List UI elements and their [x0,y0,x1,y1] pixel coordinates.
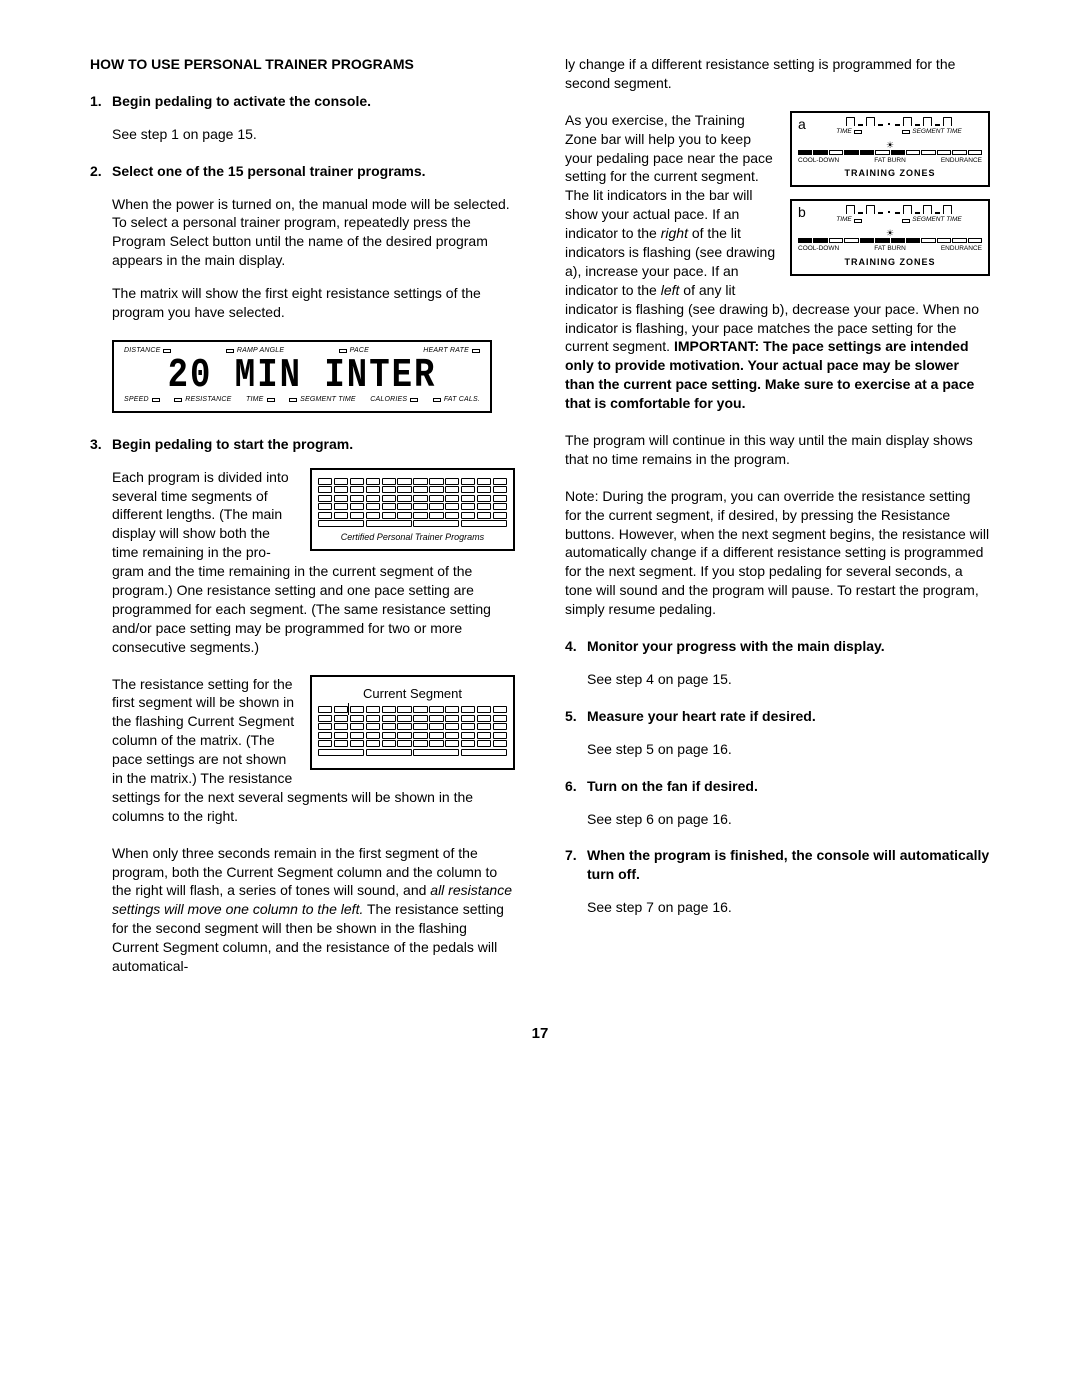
figure-tag: b [798,203,806,222]
two-column-layout: HOW TO USE PERSONAL TRAINER PROGRAMS 1. … [90,55,990,994]
training-zones-title: TRAINING ZONES [798,167,982,179]
step-number: 5. [565,707,587,726]
body-text: The program will continue in this way un… [565,431,990,469]
step-number: 3. [90,435,112,454]
step-4-header: 4. Monitor your progress with the main d… [565,637,990,656]
console-display-figure: DISTANCE RAMP ANGLE PACE HEART RATE 20 M… [112,340,492,413]
body-text-italic: right [661,225,688,241]
body-text: The matrix will show the first eight res… [112,284,515,322]
training-zone-figure-a: a TIME SEGMENT TIME ☀ COOL-DOWN FAT B [790,111,990,188]
step-title: Begin pedaling to start the program. [112,435,353,454]
step-5-body: See step 5 on page 16. [565,740,990,759]
step-6-body: See step 6 on page 16. [565,810,990,829]
body-text: See step 6 on page 16. [587,810,990,829]
matrix-grid [318,478,507,528]
label-endurance: ENDURANCE [941,157,982,166]
seven-segment-display: 20 MIN INTER [124,351,480,399]
body-text: See step 1 on page 15. [112,125,515,144]
left-column: HOW TO USE PERSONAL TRAINER PROGRAMS 1. … [90,55,515,994]
step-3-header: 3. Begin pedaling to start the program. [90,435,515,454]
training-zones-title: TRAINING ZONES [798,256,982,268]
right-column: ly change if a different resistance sett… [565,55,990,994]
body-text: ly change if a different resistance sett… [565,55,990,93]
matrix-figure-programs: Certified Personal Trainer Programs [310,468,515,551]
step-number: 7. [565,846,587,884]
label-fatburn: FAT BURN [874,245,906,254]
body-para: Note: During the program, you can overri… [565,487,990,619]
figure-tag: a [798,115,806,134]
step-number: 1. [90,92,112,111]
training-zone-figures: a TIME SEGMENT TIME ☀ COOL-DOWN FAT B [790,111,990,288]
step-4-body: See step 4 on page 15. [565,670,990,689]
step-7-body: See step 7 on page 16. [565,898,990,917]
step-title: When the program is finished, the consol… [587,846,990,884]
body-text-italic: left [661,282,680,298]
step-number: 4. [565,637,587,656]
body-text: Note: During the program, you can overri… [565,487,990,619]
label-fatburn: FAT BURN [874,157,906,166]
step-3-body-3: When only three seconds remain in the fi… [90,844,515,976]
step-2-body: When the power is turned on, the manual … [90,195,515,322]
page: HOW TO USE PERSONAL TRAINER PROGRAMS 1. … [0,0,1080,1397]
label-endurance: ENDURANCE [941,245,982,254]
body-para: The program will continue in this way un… [565,431,990,469]
body-text: See step 7 on page 16. [587,898,990,917]
matrix-figure-current-segment: Current Segment [310,675,515,770]
training-zone-figure-b: b TIME SEGMENT TIME ☀ COOL-DOWN FAT B [790,199,990,276]
matrix-title: Current Segment [318,685,507,703]
label-cooldown: COOL-DOWN [798,157,839,166]
step-title: Select one of the 15 personal trainer pr… [112,162,426,181]
body-text: See step 4 on page 15. [587,670,990,689]
section-heading: HOW TO USE PERSONAL TRAINER PROGRAMS [90,55,515,74]
continuation-text: ly change if a different resistance sett… [565,55,990,93]
step-title: Begin pedaling to activate the console. [112,92,371,111]
label-cooldown: COOL-DOWN [798,245,839,254]
step-3-body-2: Current Segment The resistance setting f… [90,675,515,826]
step-title: Turn on the fan if desired. [587,777,758,796]
matrix-grid [318,706,507,756]
step-6-header: 6. Turn on the fan if desired. [565,777,990,796]
step-number: 2. [90,162,112,181]
body-text: gram and the time remaining in the curre… [112,563,491,655]
step-1-header: 1. Begin pedaling to activate the consol… [90,92,515,111]
step-3-body-1: Certified Personal Trainer Programs Each… [90,468,515,657]
step-number: 6. [565,777,587,796]
step-title: Monitor your progress with the main disp… [587,637,885,656]
body-text: See step 5 on page 16. [587,740,990,759]
step-7-header: 7. When the program is finished, the con… [565,846,990,884]
step-5-header: 5. Measure your heart rate if desired. [565,707,990,726]
step-title: Measure your heart rate if desired. [587,707,816,726]
step-1-body: See step 1 on page 15. [90,125,515,144]
matrix-caption: Certified Personal Trainer Programs [318,533,507,543]
page-number: 17 [90,1024,990,1044]
training-zone-section: a TIME SEGMENT TIME ☀ COOL-DOWN FAT B [565,111,990,413]
body-text: As you exercise, the Training Zone bar w… [565,112,773,241]
body-text: Each program is divided into several tim… [112,469,289,561]
step-2-header: 2. Select one of the 15 personal trainer… [90,162,515,181]
body-text: When the power is turned on, the manual … [112,195,515,271]
